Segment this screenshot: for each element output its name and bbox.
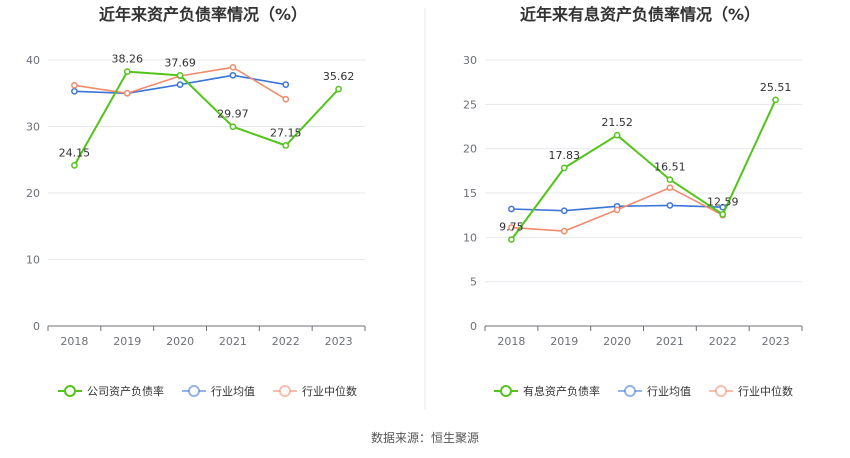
chart2-legend-marker-icon[interactable] [715, 385, 727, 397]
chart1-data-point [335, 85, 342, 93]
chart1-data-point [282, 142, 290, 149]
chart2-data-point [613, 131, 621, 139]
chart2-data-point [719, 211, 727, 218]
chart2-data-label: 16.51 [654, 161, 686, 174]
chart2-x-tick-label: 2022 [709, 335, 737, 348]
chart2-y-tick-label: 15 [463, 187, 477, 200]
chart2-x-tick-label: 2020 [603, 335, 631, 348]
chart1-series-line-main [73, 70, 340, 166]
chart2-data-point [772, 96, 779, 104]
chart1-legend-item-label[interactable]: 行业中位数 [302, 384, 357, 398]
chart2-y-tick-label: 25 [463, 98, 477, 111]
chart1-title: 近年来资产负债率情况（%） [99, 5, 307, 24]
chart2-y-tick-label: 30 [463, 54, 477, 67]
chart2-data-point [560, 227, 568, 235]
chart2-title: 近年来有息资产负债率情况（%） [520, 5, 760, 24]
chart1-y-tick-label: 20 [26, 187, 40, 200]
chart1-x-tick-label: 2018 [60, 335, 88, 348]
chart1-data-point [71, 162, 78, 169]
chart2-y-tick-label: 20 [463, 143, 477, 156]
chart1-data-point [71, 87, 78, 95]
chart2-data-label: 12.59 [707, 195, 739, 208]
chart1-data-label: 27.15 [270, 126, 302, 139]
chart1-data-point [123, 68, 131, 75]
chart2-data-point [666, 184, 674, 192]
chart1-y-tick-label: 0 [33, 320, 40, 333]
chart2-data-label: 25.51 [760, 81, 792, 94]
chart2-legend-item-label[interactable]: 行业均值 [647, 385, 691, 398]
chart1-legend-marker-icon[interactable] [64, 385, 76, 397]
chart1-x-tick-label: 2023 [325, 335, 353, 348]
chart1-data-point [123, 89, 131, 97]
chart2-legend-item-label[interactable]: 行业中位数 [738, 384, 793, 398]
chart1-data-label: 37.69 [164, 56, 196, 69]
chart2-data-point [508, 236, 515, 243]
chart1-data-point [71, 81, 78, 89]
chart2-data-label: 17.83 [549, 149, 581, 162]
chart1-data-label: 24.15 [59, 146, 91, 159]
chart2-x-tick-label: 2021 [656, 335, 684, 348]
chart1-y-tick-label: 40 [26, 54, 40, 67]
chart2-legend-marker-icon[interactable] [624, 385, 636, 397]
chart1-x-tick-label: 2021 [219, 335, 247, 348]
chart1-data-point [229, 71, 237, 79]
chart1-data-label: 38.26 [112, 53, 144, 66]
chart2-data-point [613, 206, 621, 214]
chart2-data-point [666, 176, 674, 183]
chart2-y-tick-label: 0 [470, 320, 477, 333]
chart2-data-label: 9.75 [499, 221, 524, 234]
chart2-data-point [666, 202, 674, 209]
chart1-data-point [282, 81, 290, 88]
chart2-x-tick-label: 2018 [497, 335, 525, 348]
chart1-data-point [229, 63, 237, 71]
chart1-x-tick-label: 2022 [272, 335, 300, 348]
chart1-y-tick-label: 10 [26, 254, 40, 267]
chart1-legend-item-label[interactable]: 公司资产负债率 [87, 384, 164, 398]
chart1-legend-item-label[interactable]: 行业均值 [211, 385, 255, 398]
chart2-legend-item-label[interactable]: 有息资产负债率 [523, 384, 600, 398]
chart2-y-tick-label: 10 [463, 231, 477, 244]
chart2-data-point [508, 205, 515, 213]
chart2-data-point [508, 224, 515, 231]
chart2-legend-marker-icon[interactable] [500, 385, 512, 397]
chart2-data-label: 21.52 [601, 116, 633, 129]
chart1-x-tick-label: 2020 [166, 335, 194, 348]
data-source-label: 数据来源：恒生聚源 [371, 430, 479, 445]
chart1-x-tick-label: 2019 [113, 335, 141, 348]
chart1-data-point [176, 81, 184, 88]
chart2-series-line-main [510, 99, 777, 241]
chart2-data-point [560, 207, 568, 215]
chart2-x-tick-label: 2023 [762, 335, 790, 348]
chart2-data-point [560, 164, 568, 172]
chart1-legend-marker-icon[interactable] [188, 385, 200, 397]
chart2-x-tick-label: 2019 [550, 335, 578, 348]
chart1-data-point [229, 123, 237, 131]
chart1-data-label: 29.97 [217, 108, 249, 121]
chart1-y-tick-label: 30 [26, 121, 40, 134]
chart1-data-point [176, 72, 184, 79]
chart2-y-tick-label: 5 [470, 276, 477, 289]
chart1-data-point [282, 95, 290, 103]
chart1-data-label: 35.62 [323, 70, 355, 83]
chart1-legend-marker-icon[interactable] [279, 385, 291, 397]
